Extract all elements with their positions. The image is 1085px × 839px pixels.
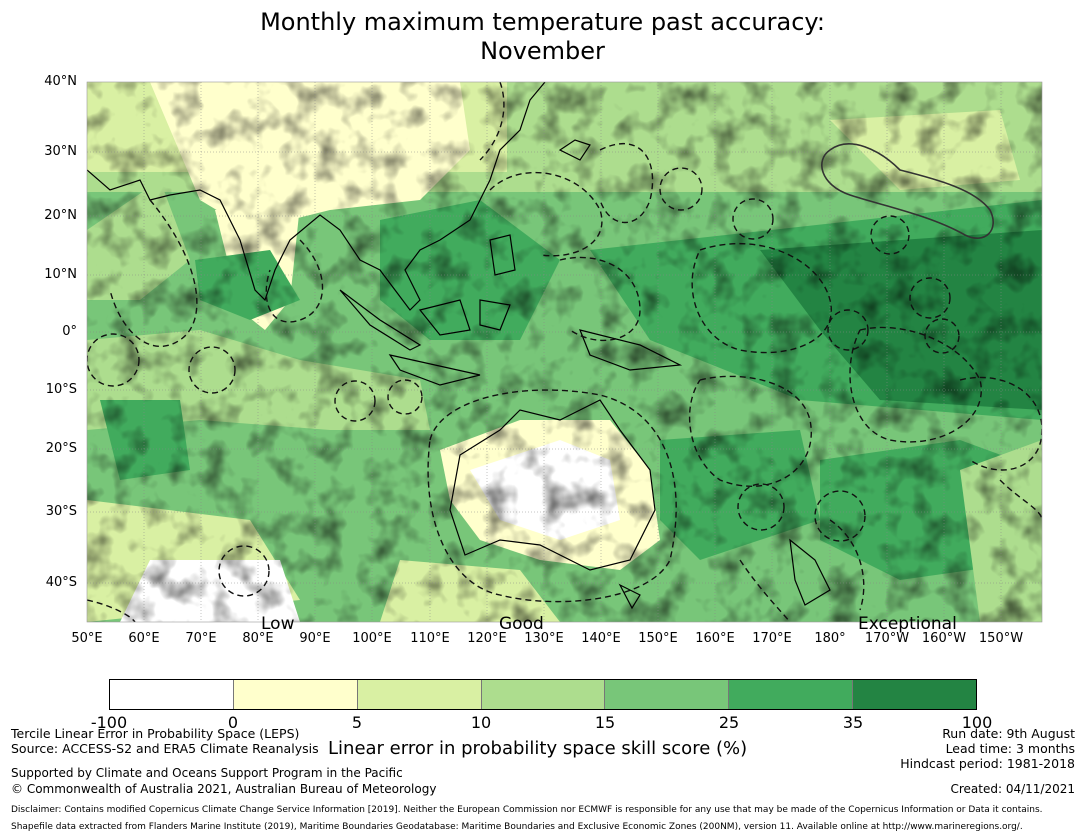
region-label-good: Good: [499, 614, 544, 634]
lon-label: 140°E: [581, 631, 621, 646]
footer-copyright: © Commonwealth of Australia 2021, Austra…: [11, 782, 437, 796]
lon-label: 50°E: [71, 631, 103, 646]
footer-method: Tercile Linear Error in Probability Spac…: [11, 726, 300, 741]
colorbar-segment: [357, 680, 482, 709]
lon-label: 90°E: [299, 631, 331, 646]
colorbar-label: Linear error in probability space skill …: [328, 738, 748, 759]
colorbar-segment: [233, 680, 358, 709]
hawaii-eez-boundary: [821, 143, 994, 239]
coastlines: [87, 82, 831, 610]
lat-label: 40°S: [45, 575, 77, 590]
eez-boundaries: [87, 82, 1042, 622]
lon-label: 170°E: [752, 631, 792, 646]
map-frame: [86, 81, 1043, 623]
lat-label: 10°N: [44, 267, 77, 282]
lat-label: 30°N: [44, 144, 77, 159]
region-label-exceptional: Exceptional: [858, 614, 957, 634]
colorbar-tick: 35: [842, 713, 864, 732]
colorbar-segment: [853, 680, 977, 709]
lat-label: 10°S: [45, 382, 77, 397]
region-label-low: Low: [261, 614, 295, 634]
lon-label: 60°E: [128, 631, 160, 646]
skill-map: [86, 81, 1043, 623]
colorbar-tick: 5: [351, 713, 363, 732]
colorbar-tick: 0: [227, 713, 239, 732]
colorbar-tick: -100: [90, 713, 128, 732]
colorbar-segment: [481, 680, 606, 709]
lat-label: 0°: [62, 324, 77, 339]
colorbar-tick: 25: [718, 713, 740, 732]
colorbar-segment: [605, 680, 730, 709]
footer-source: Source: ACCESS-S2 and ERA5 Climate Reana…: [11, 741, 319, 756]
lat-label: 40°N: [44, 74, 77, 89]
colorbar: [109, 679, 977, 710]
lon-label: 110°E: [410, 631, 450, 646]
lat-label: 30°S: [45, 504, 77, 519]
lat-label: 20°S: [45, 441, 77, 456]
lon-label: 130°E: [524, 631, 564, 646]
footer-run-date: Run date: 9th August: [942, 726, 1075, 741]
footer-created: Created: 04/11/2021: [950, 782, 1075, 796]
lon-label: 160°W: [921, 631, 967, 646]
lat-label: 20°N: [44, 208, 77, 223]
colorbar-tick: 100: [961, 713, 993, 732]
lon-label: 150°E: [638, 631, 678, 646]
lon-label: 150°W: [978, 631, 1024, 646]
map-gridlines: [87, 82, 1042, 622]
lon-label: 160°E: [695, 631, 735, 646]
lon-label: 180°: [814, 631, 846, 646]
map-title-line1: Monthly maximum temperature past accurac…: [260, 8, 825, 36]
skill-texture: [87, 82, 1042, 622]
colorbar-tick: 15: [594, 713, 616, 732]
footer-hindcast: Hindcast period: 1981-2018: [900, 756, 1075, 771]
colorbar-segment: [110, 680, 234, 709]
colorbar-segment: [729, 680, 854, 709]
footer-shapefile-credit: Shapefile data extracted from Flanders M…: [11, 822, 1023, 832]
footer-lead-time: Lead time: 3 months: [945, 741, 1075, 756]
map-title-line2: November: [480, 37, 605, 65]
lon-label: 80°E: [242, 631, 274, 646]
footer-support: Supported by Climate and Oceans Support …: [11, 766, 403, 780]
footer-disclaimer: Disclaimer: Contains modified Copernicus…: [11, 805, 1043, 815]
lon-label: 70°E: [185, 631, 217, 646]
colorbar-tick: 10: [470, 713, 492, 732]
lon-label: 170°W: [864, 631, 910, 646]
lon-label: 120°E: [467, 631, 507, 646]
lon-label: 100°E: [352, 631, 392, 646]
